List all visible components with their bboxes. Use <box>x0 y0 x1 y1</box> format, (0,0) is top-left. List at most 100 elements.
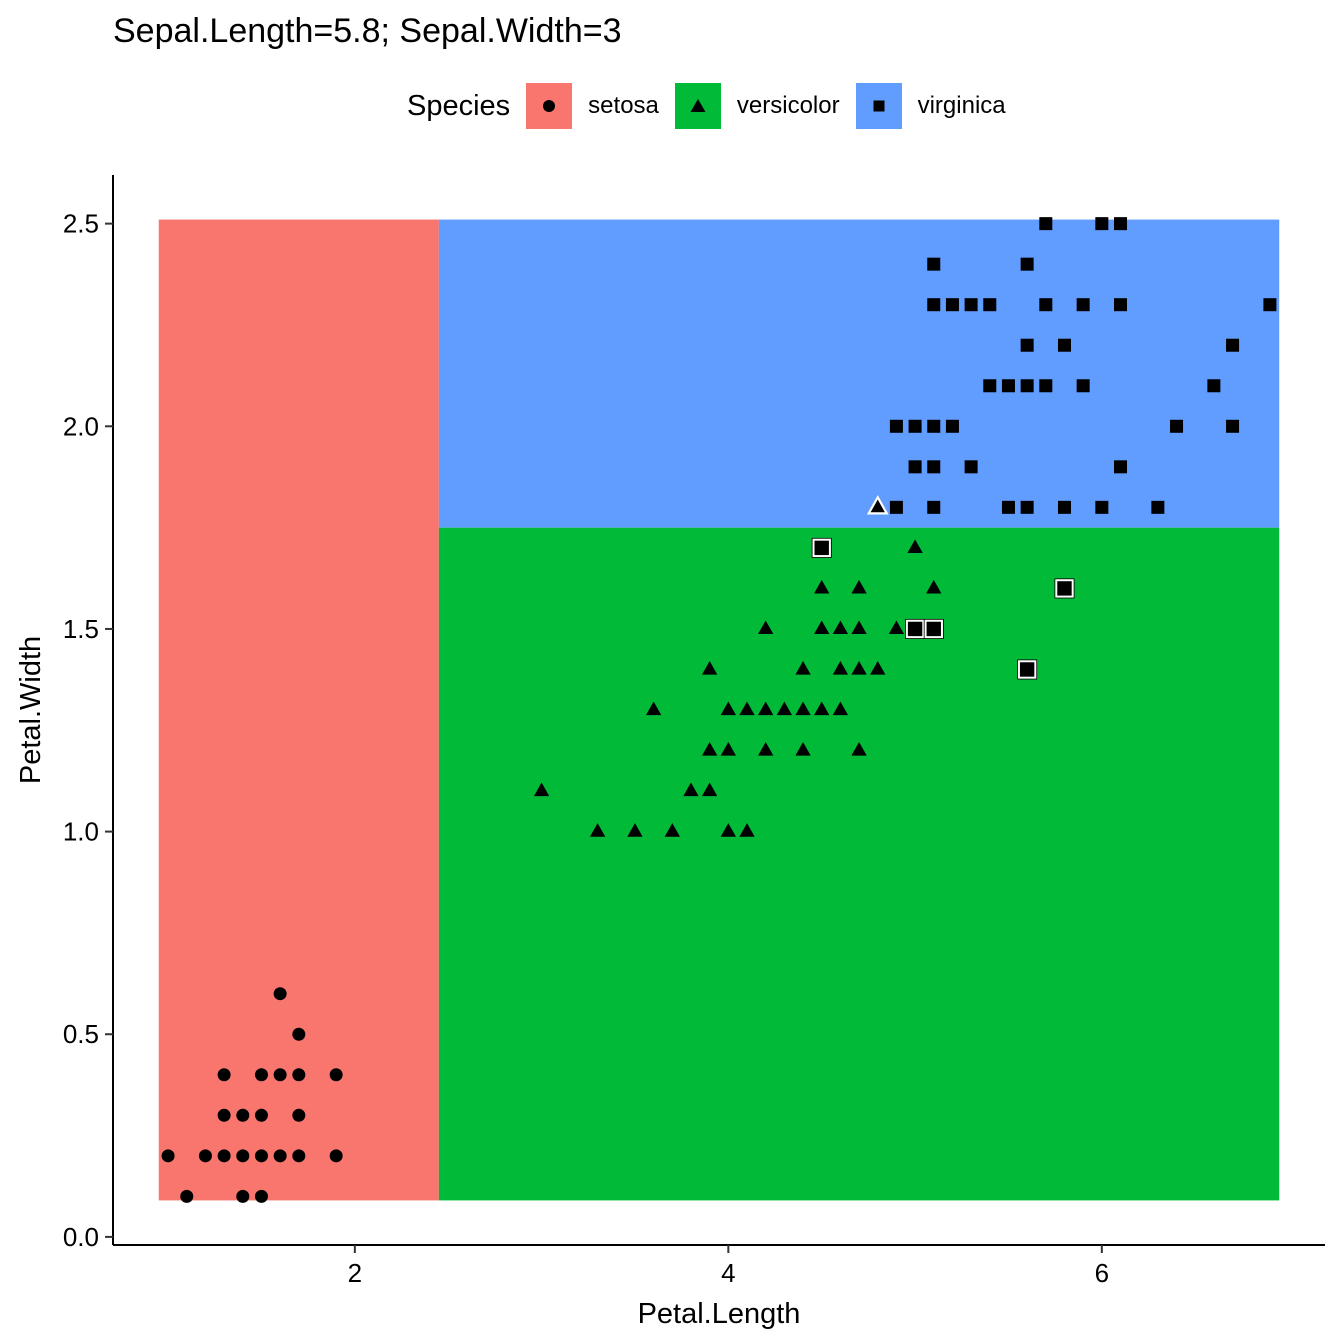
point-versicolor <box>832 620 849 635</box>
point-virginica <box>1020 257 1034 271</box>
point-versicolor <box>814 620 830 635</box>
point-setosa <box>217 1149 231 1163</box>
point-versicolor <box>851 579 867 594</box>
point-virginica-highlighted-ring <box>905 619 925 639</box>
point-virginica <box>927 419 941 433</box>
point-setosa <box>254 1108 268 1122</box>
point-virginica <box>1057 500 1071 514</box>
y-tick-label: 2.5 <box>63 209 99 239</box>
point-setosa <box>292 1108 306 1122</box>
point-virginica <box>964 460 978 474</box>
axes: 2 4 6 0.0 0.5 1.0 1.5 2.0 2.5 Petal.Length Petal.W… <box>15 175 1325 1330</box>
y-tick-label: 1.5 <box>63 614 99 644</box>
point-versicolor <box>795 701 811 716</box>
point-versicolor <box>814 579 830 594</box>
point-setosa <box>273 1068 287 1082</box>
point-versicolor <box>851 742 867 756</box>
point-virginica <box>1020 379 1034 393</box>
point-setosa <box>329 1149 343 1163</box>
point-virginica <box>983 379 997 393</box>
legend: Species setosa versicolor virginica <box>407 82 1022 130</box>
point-versicolor <box>758 742 774 756</box>
point-virginica <box>1114 460 1128 474</box>
x-tick-label: 6 <box>1095 1258 1109 1288</box>
point-setosa <box>198 1149 212 1163</box>
legend-key-versicolor <box>674 83 721 129</box>
point-versicolor <box>758 620 774 635</box>
point-virginica <box>927 460 941 474</box>
point-virginica <box>1039 298 1053 312</box>
point-versicolor <box>870 660 886 675</box>
point-versicolor <box>720 823 736 837</box>
point-versicolor <box>926 579 942 594</box>
point-virginica <box>1001 500 1015 514</box>
point-versicolor <box>739 701 755 716</box>
point-virginica <box>1039 217 1053 231</box>
point-setosa <box>180 1189 194 1203</box>
point-setosa <box>161 1149 175 1163</box>
x-tick-label: 2 <box>348 1258 362 1288</box>
point-versicolor <box>795 660 811 675</box>
point-virginica-highlighted-ring <box>1055 579 1074 598</box>
point-versicolor <box>645 701 662 716</box>
legend-key-setosa <box>526 83 573 129</box>
point-versicolor <box>739 823 755 837</box>
point-setosa <box>254 1068 268 1082</box>
point-versicolor <box>907 539 923 553</box>
y-tick-label: 2.0 <box>63 411 99 441</box>
decision-regions <box>158 219 1280 1201</box>
chart-title: Sepal.Length=5.8; Sepal.Width=3 <box>113 12 622 50</box>
point-versicolor <box>683 782 699 797</box>
point-virginica <box>908 460 922 474</box>
region-virginica <box>438 219 1280 528</box>
point-versicolor <box>720 701 736 716</box>
point-setosa <box>292 1027 306 1041</box>
point-virginica <box>1001 379 1015 393</box>
point-setosa <box>292 1149 306 1163</box>
point-versicolor <box>589 823 606 837</box>
point-virginica <box>1095 500 1109 514</box>
point-virginica-highlighted <box>927 622 940 635</box>
point-versicolor <box>832 660 849 675</box>
point-setosa <box>236 1149 250 1163</box>
point-virginica <box>1170 419 1184 433</box>
point-versicolor <box>795 742 811 756</box>
point-versicolor <box>702 742 718 756</box>
region-setosa <box>158 219 439 1201</box>
point-virginica <box>1151 500 1165 514</box>
point-virginica-highlighted-ring <box>924 619 943 639</box>
point-virginica <box>945 419 959 433</box>
point-virginica <box>1226 338 1240 352</box>
legend-item-virginica: virginica <box>855 83 1006 129</box>
point-setosa <box>217 1068 231 1082</box>
point-virginica <box>927 500 941 514</box>
point-setosa <box>236 1108 250 1122</box>
legend-label-setosa: setosa <box>588 92 659 119</box>
point-versicolor <box>832 701 849 716</box>
point-setosa <box>329 1068 343 1082</box>
point-virginica <box>1076 379 1090 393</box>
y-tick-label: 0.0 <box>63 1222 99 1252</box>
point-virginica-highlighted <box>815 541 828 554</box>
point-versicolor <box>702 660 718 675</box>
legend-label-versicolor: versicolor <box>736 92 840 119</box>
point-versicolor-highlighted <box>866 495 889 515</box>
point-virginica <box>1039 379 1053 393</box>
point-setosa <box>236 1189 250 1203</box>
point-virginica <box>889 500 903 514</box>
point-versicolor <box>702 782 718 797</box>
point-virginica <box>1207 379 1221 393</box>
point-virginica <box>983 298 997 312</box>
legend-label-virginica: virginica <box>917 92 1006 119</box>
point-virginica <box>1114 217 1128 231</box>
point-setosa <box>273 987 287 1001</box>
data-points <box>161 217 1277 1203</box>
point-virginica <box>1226 419 1240 433</box>
point-virginica-highlighted-ring <box>812 538 831 558</box>
point-versicolor <box>851 660 867 675</box>
point-versicolor <box>533 782 550 797</box>
point-setosa <box>254 1149 268 1163</box>
point-versicolor <box>888 620 905 635</box>
point-virginica <box>889 419 903 433</box>
point-versicolor <box>814 701 830 716</box>
